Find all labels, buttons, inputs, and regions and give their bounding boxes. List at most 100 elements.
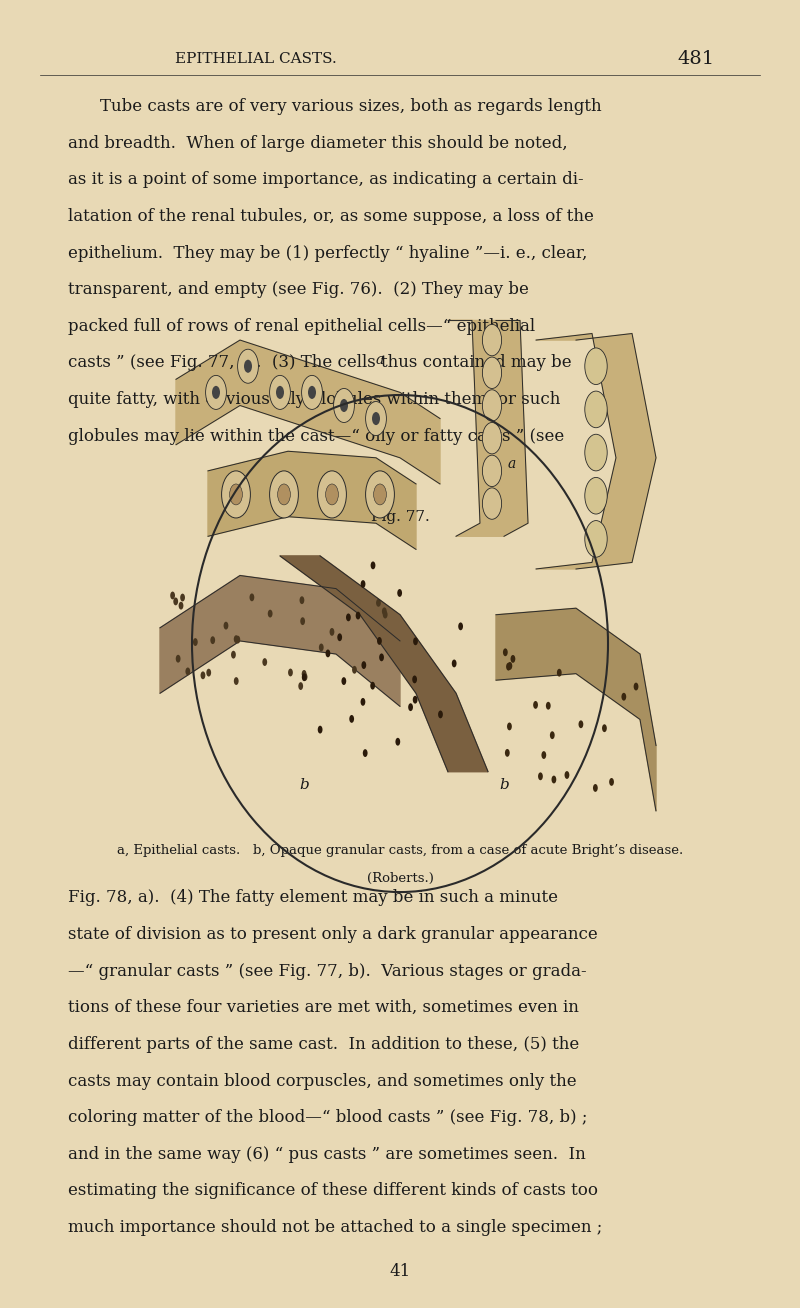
- Polygon shape: [208, 451, 416, 549]
- Circle shape: [186, 667, 190, 675]
- Circle shape: [458, 623, 463, 630]
- Circle shape: [302, 674, 307, 681]
- Circle shape: [262, 658, 267, 666]
- Circle shape: [361, 581, 366, 589]
- Circle shape: [506, 663, 511, 671]
- Circle shape: [376, 599, 381, 607]
- Circle shape: [234, 636, 238, 644]
- Text: as it is a point of some importance, as indicating a certain di-: as it is a point of some importance, as …: [68, 171, 584, 188]
- Circle shape: [288, 668, 293, 676]
- Circle shape: [230, 484, 242, 505]
- Circle shape: [302, 674, 306, 681]
- Circle shape: [302, 670, 306, 678]
- Circle shape: [350, 715, 354, 723]
- Circle shape: [550, 731, 554, 739]
- Circle shape: [201, 671, 206, 679]
- Text: globules may lie within the cast—“ oily or fatty casts ” (see: globules may lie within the cast—“ oily …: [68, 428, 564, 445]
- Circle shape: [223, 621, 228, 629]
- Circle shape: [482, 422, 502, 454]
- Circle shape: [366, 402, 386, 436]
- Circle shape: [538, 772, 543, 780]
- Circle shape: [585, 521, 607, 557]
- Circle shape: [585, 348, 607, 385]
- Text: b: b: [499, 778, 509, 791]
- Polygon shape: [536, 334, 656, 569]
- Circle shape: [585, 391, 607, 428]
- Circle shape: [178, 602, 183, 610]
- Circle shape: [278, 484, 290, 505]
- Circle shape: [482, 390, 502, 421]
- Circle shape: [176, 655, 181, 663]
- Circle shape: [505, 749, 510, 757]
- Text: a: a: [508, 458, 516, 471]
- Circle shape: [609, 778, 614, 786]
- Circle shape: [298, 683, 303, 691]
- Circle shape: [346, 613, 350, 621]
- Polygon shape: [496, 608, 656, 811]
- Circle shape: [299, 596, 304, 604]
- Circle shape: [482, 488, 502, 519]
- Text: Fig. 77.: Fig. 77.: [370, 510, 430, 523]
- Circle shape: [370, 681, 375, 689]
- Text: and breadth.  When of large diameter this should be noted,: and breadth. When of large diameter this…: [68, 135, 568, 152]
- Circle shape: [338, 633, 342, 641]
- Circle shape: [482, 357, 502, 388]
- Circle shape: [412, 675, 417, 683]
- Circle shape: [557, 668, 562, 676]
- Circle shape: [356, 612, 361, 620]
- Polygon shape: [176, 340, 440, 484]
- Circle shape: [342, 678, 346, 685]
- Circle shape: [551, 776, 556, 783]
- Circle shape: [270, 471, 298, 518]
- Circle shape: [413, 696, 418, 704]
- Text: coloring matter of the blood—“ blood casts ” (see Fig. 78, b) ;: coloring matter of the blood—“ blood cas…: [68, 1109, 587, 1126]
- Circle shape: [362, 749, 367, 757]
- Circle shape: [308, 386, 316, 399]
- Circle shape: [395, 738, 400, 746]
- Circle shape: [366, 471, 394, 518]
- Circle shape: [578, 721, 583, 729]
- Text: and in the same way (6) “ pus casts ” are sometimes seen.  In: and in the same way (6) “ pus casts ” ar…: [68, 1146, 586, 1163]
- Circle shape: [206, 668, 211, 676]
- Circle shape: [546, 702, 550, 710]
- Text: EPITHELIAL CASTS.: EPITHELIAL CASTS.: [175, 52, 337, 65]
- Circle shape: [250, 594, 254, 602]
- Circle shape: [238, 349, 258, 383]
- Circle shape: [361, 698, 366, 706]
- Circle shape: [334, 388, 354, 422]
- Text: tions of these four varieties are met with, sometimes even in: tions of these four varieties are met wi…: [68, 999, 579, 1016]
- Circle shape: [482, 324, 502, 356]
- Circle shape: [503, 649, 508, 657]
- Text: 481: 481: [678, 50, 714, 68]
- Circle shape: [326, 650, 330, 658]
- Circle shape: [622, 693, 626, 701]
- Circle shape: [634, 683, 638, 691]
- Circle shape: [276, 386, 284, 399]
- Circle shape: [340, 399, 348, 412]
- Text: Fig. 78, a).  (4) The fatty element may be in such a minute: Fig. 78, a). (4) The fatty element may b…: [68, 889, 558, 906]
- Text: much importance should not be attached to a single specimen ;: much importance should not be attached t…: [68, 1219, 602, 1236]
- Text: transparent, and empty (see Fig. 76).  (2) They may be: transparent, and empty (see Fig. 76). (2…: [68, 281, 529, 298]
- Circle shape: [398, 589, 402, 596]
- Text: 41: 41: [390, 1264, 410, 1279]
- Circle shape: [507, 662, 512, 670]
- Text: quite fatty, with obvious oily globules within them, or such: quite fatty, with obvious oily globules …: [68, 391, 560, 408]
- Text: state of division as to present only a dark granular appearance: state of division as to present only a d…: [68, 926, 598, 943]
- Circle shape: [377, 637, 382, 645]
- Circle shape: [210, 636, 215, 644]
- Text: latation of the renal tubules, or, as some suppose, a loss of the: latation of the renal tubules, or, as so…: [68, 208, 594, 225]
- Circle shape: [206, 375, 226, 409]
- Circle shape: [302, 375, 322, 409]
- Circle shape: [585, 434, 607, 471]
- Circle shape: [593, 783, 598, 791]
- Text: Tube casts are of very various sizes, both as regards length: Tube casts are of very various sizes, bo…: [100, 98, 602, 115]
- Circle shape: [413, 637, 418, 645]
- Text: estimating the significance of these different kinds of casts too: estimating the significance of these dif…: [68, 1182, 598, 1199]
- Circle shape: [452, 659, 457, 667]
- Circle shape: [382, 611, 387, 619]
- Circle shape: [510, 655, 515, 663]
- Circle shape: [362, 661, 366, 668]
- Text: a: a: [376, 353, 384, 366]
- Circle shape: [268, 610, 273, 617]
- Text: packed full of rows of renal epithelial cells—“ epithelial: packed full of rows of renal epithelial …: [68, 318, 535, 335]
